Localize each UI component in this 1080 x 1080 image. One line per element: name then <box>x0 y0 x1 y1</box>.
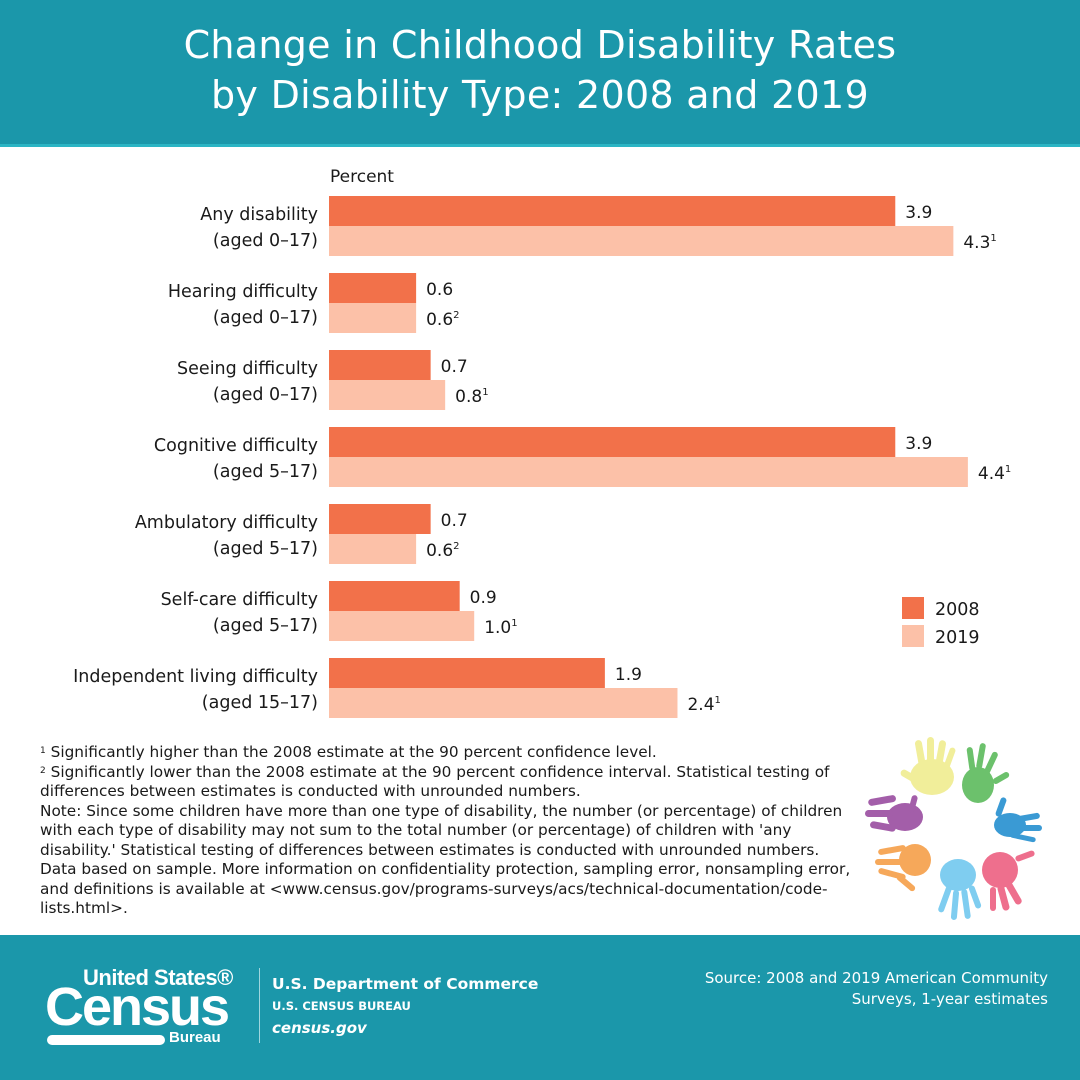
footnote-1-text: Significantly higher than the 2008 estim… <box>50 743 657 761</box>
footer: United States® Census Bureau U.S. Depart… <box>0 935 1080 1080</box>
bar-chart: Percent Any disability (aged 0–17) Hearing… <box>73 167 1011 718</box>
logo-census: Census <box>45 977 230 1037</box>
title-line-2: by Disability Type: 2008 and 2019 <box>211 73 869 117</box>
chart-title: Change in Childhood Disability Rates by … <box>0 20 1080 120</box>
footnote-2-mark: 2 <box>40 765 46 776</box>
value-label: 0.6 <box>426 280 453 300</box>
department-name: U.S. Department of Commerce <box>272 975 539 993</box>
value-label: 0.62 <box>426 310 459 330</box>
bar-2008 <box>329 658 605 688</box>
source-line-1: Source: 2008 and 2019 American Community <box>704 969 1048 987</box>
category-label: Self-care difficulty <box>161 590 318 610</box>
category-sublabel: (aged 0–17) <box>213 231 318 251</box>
value-label: 2.41 <box>687 695 720 715</box>
footnote-marker: 1 <box>482 387 488 398</box>
footer-divider <box>259 968 260 1043</box>
bar-2019 <box>329 457 968 487</box>
footnote-2-text: Significantly lower than the 2008 estima… <box>40 762 830 801</box>
category-sublabel: (aged 5–17) <box>213 616 318 636</box>
bar-2008 <box>329 427 896 457</box>
legend-swatch-2019 <box>902 625 924 647</box>
bar-2019 <box>329 226 954 256</box>
website-link[interactable]: census.gov <box>272 1019 367 1037</box>
category-label: Hearing difficulty <box>168 282 318 302</box>
value-label: 1.01 <box>484 618 517 638</box>
value-label: 0.7 <box>441 357 468 377</box>
footnotes: 1 Significantly higher than the 2008 est… <box>40 743 860 919</box>
hand-blue <box>994 797 1042 843</box>
category-label: Cognitive difficulty <box>154 436 318 456</box>
legend-swatch-2008 <box>902 597 924 619</box>
bar-2008 <box>329 504 431 534</box>
footnote-marker: 1 <box>990 233 996 244</box>
source-note: Source: 2008 and 2019 American Community… <box>705 968 1048 1010</box>
bars <box>329 196 968 718</box>
bar-2008 <box>329 581 460 611</box>
footnote-marker: 1 <box>715 695 721 706</box>
logo-united-states: United States® <box>83 965 233 990</box>
census-bureau-logo[interactable]: United States® Census Bureau <box>45 965 245 1050</box>
footnote-marker: 1 <box>511 618 517 629</box>
category-label: Ambulatory difficulty <box>135 513 318 533</box>
logo-bar <box>47 1035 165 1045</box>
footnote-marker: 2 <box>453 310 459 321</box>
category-sublabel: (aged 0–17) <box>213 308 318 328</box>
footnote-1-mark: 1 <box>40 746 46 756</box>
legend-label-2019: 2019 <box>935 628 980 648</box>
legend: 2008 2019 <box>902 597 980 648</box>
axis-label: Percent <box>330 167 394 187</box>
source-line-2: Surveys, 1-year estimates <box>851 990 1048 1008</box>
category-label: Independent living difficulty <box>73 667 318 687</box>
hand-pink <box>982 850 1035 911</box>
footnote-2: 2 Significantly lower than the 2008 esti… <box>40 763 860 802</box>
hand-light-blue <box>938 859 982 920</box>
bar-2008 <box>329 196 896 226</box>
bar-2019 <box>329 380 446 410</box>
bar-2019 <box>329 303 417 333</box>
value-label: 4.41 <box>978 464 1011 484</box>
bar-2008 <box>329 273 417 303</box>
header-banner: Change in Childhood Disability Rates by … <box>0 0 1080 147</box>
bar-2019 <box>329 611 475 641</box>
value-label: 4.31 <box>963 233 996 253</box>
hand-green <box>962 743 1010 803</box>
title-line-1: Change in Childhood Disability Rates <box>183 23 897 67</box>
category-sublabel: (aged 5–17) <box>213 462 318 482</box>
value-label: 1.9 <box>615 665 642 685</box>
category-label: Any disability <box>200 205 318 225</box>
footnote-1: 1 Significantly higher than the 2008 est… <box>40 743 860 763</box>
note-text: Note: Since some children have more than… <box>40 801 851 918</box>
value-label: 0.62 <box>426 541 459 561</box>
bar-2019 <box>329 688 678 718</box>
value-label: 3.9 <box>905 434 932 454</box>
category-sublabel: (aged 5–17) <box>213 539 318 559</box>
value-label: 0.81 <box>455 387 488 407</box>
bureau-name: U.S. CENSUS BUREAU <box>272 999 411 1013</box>
hand-orange <box>875 844 931 892</box>
value-label: 3.9 <box>905 203 932 223</box>
bar-2019 <box>329 534 417 564</box>
category-label: Seeing difficulty <box>177 359 318 379</box>
value-label: 0.9 <box>470 588 497 608</box>
category-sublabel: (aged 0–17) <box>213 385 318 405</box>
footnote-marker: 2 <box>453 541 459 552</box>
footnote-marker: 1 <box>1005 464 1011 475</box>
category-sublabel: (aged 15–17) <box>202 693 318 713</box>
bar-2008 <box>329 350 431 380</box>
value-label: 0.7 <box>441 511 468 531</box>
category-labels: Any disability (aged 0–17) Hearing difficu… <box>73 205 318 713</box>
legend-label-2008: 2008 <box>935 600 980 620</box>
value-labels: 3.9 4.31 0.6 0.62 0.7 0.81 3.9 4.41 0.7 0.62 0.9 1.… <box>426 203 1011 715</box>
handprints-icon <box>865 737 1042 920</box>
hand-yellow <box>900 737 956 795</box>
logo-bureau: Bureau <box>169 1029 221 1046</box>
hand-purple <box>865 795 923 832</box>
